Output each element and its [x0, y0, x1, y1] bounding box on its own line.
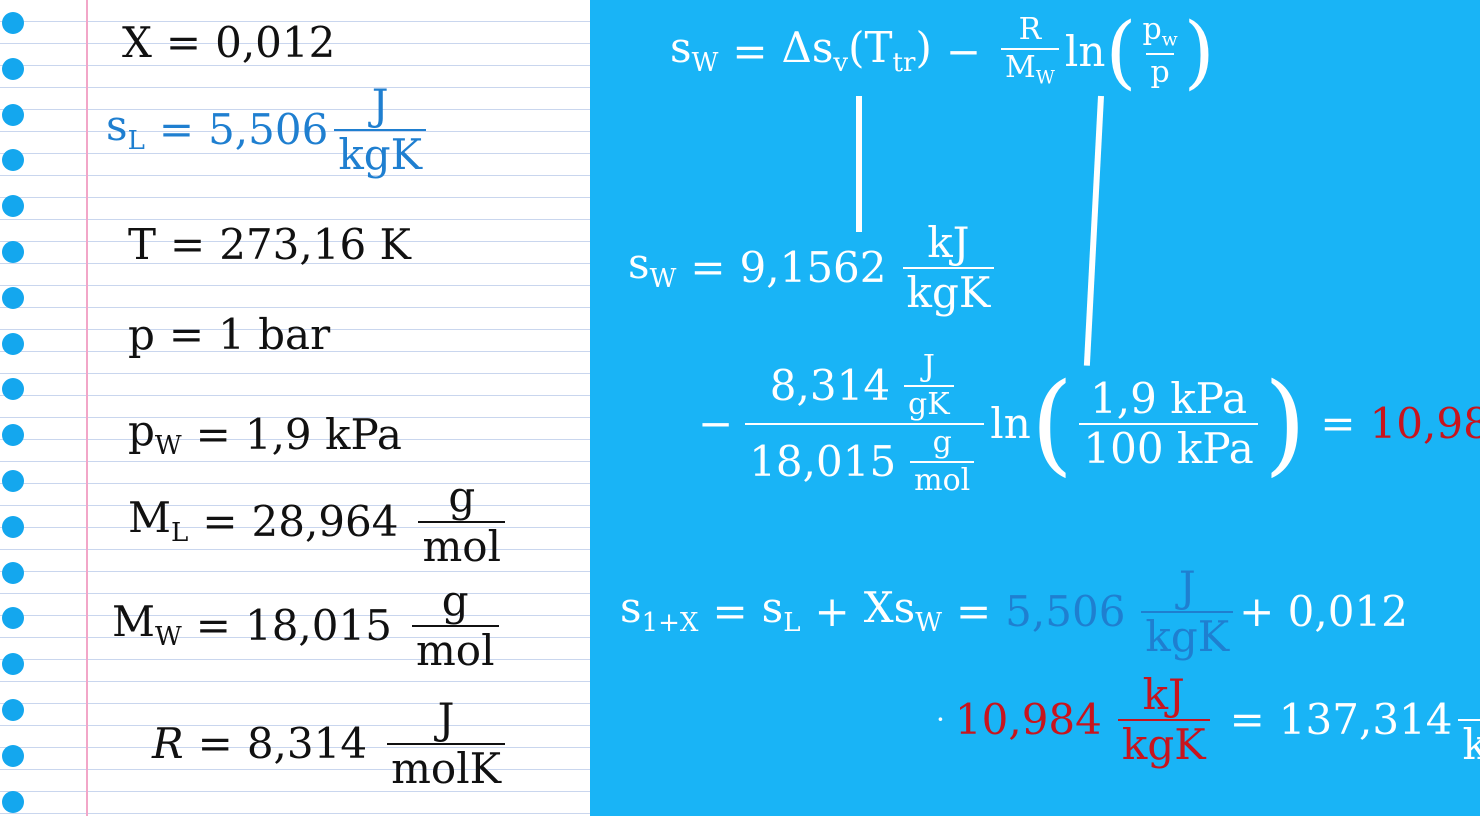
- binder-hole: [2, 57, 24, 80]
- sl-value: 5,506: [1005, 587, 1126, 636]
- result-value: 10,984: [1369, 399, 1480, 448]
- r-over-mw: R MW: [1001, 15, 1059, 88]
- given-ml: ML = 28,964 g mol: [128, 476, 511, 568]
- unit-fraction: g mol: [411, 580, 499, 672]
- step-lhs: sW: [628, 239, 677, 295]
- value: 28,964: [251, 497, 399, 546]
- equals-sign: =: [165, 18, 202, 67]
- ln-label: ln: [990, 399, 1031, 448]
- binder-hole: [2, 149, 24, 172]
- binder-hole: [2, 561, 24, 584]
- binder-hole: [2, 515, 24, 538]
- var-symbol: MW: [112, 597, 182, 653]
- equals-sign: =: [202, 497, 238, 546]
- binder-hole: [2, 424, 24, 447]
- given-pw: pW = 1,9 kPa: [128, 406, 402, 462]
- var-symbol: T: [128, 220, 157, 269]
- var-symbol: ML: [128, 493, 189, 549]
- given-x: X = 0,012: [122, 22, 335, 64]
- value: 8,314: [246, 719, 368, 768]
- binder-hole: [2, 699, 24, 721]
- sl-term: sL: [761, 583, 801, 639]
- unit-fraction: kJ kgK: [902, 222, 995, 314]
- value: 273,16 K: [219, 220, 411, 269]
- binder-hole: [2, 241, 24, 263]
- value: 18,015: [244, 601, 392, 650]
- equals-sign: =: [197, 719, 233, 768]
- equals-sign: =: [195, 409, 231, 459]
- binder-hole: [2, 12, 24, 34]
- formula-sw: sW = Δsv (Ttr) − R MW ln ( pw p ): [670, 5, 1215, 98]
- formula-lhs: sW: [670, 23, 719, 79]
- sw-unit: kJ kgK: [1117, 674, 1210, 766]
- value: 5,506: [208, 105, 329, 154]
- given-t: T = 273,16 K: [128, 224, 411, 266]
- pressure-ratio: pw p: [1142, 12, 1178, 91]
- var-symbol: p: [128, 310, 155, 359]
- equals-sign: =: [195, 601, 231, 650]
- sw-value: 10,984: [954, 695, 1102, 744]
- binder-hole: [2, 470, 24, 492]
- final-value: 137,314: [1278, 695, 1453, 744]
- binder-hole: [2, 332, 24, 355]
- binder-hole: [2, 653, 24, 676]
- step-lhs: s1+X: [620, 583, 699, 639]
- binder-hole: [2, 195, 24, 218]
- var-symbol: X: [122, 18, 152, 67]
- connector-line-1: [856, 96, 862, 232]
- unit-fraction: g mol: [418, 476, 506, 568]
- value: 0,012: [215, 18, 336, 67]
- value: 1,9 kPa: [244, 409, 402, 459]
- binder-hole: [2, 286, 24, 309]
- step-sw-value: sW = 9,1562 kJ kgK: [628, 222, 1000, 314]
- given-mw: MW = 18,015 g mol: [112, 580, 505, 672]
- var-symbol: pW: [128, 406, 182, 462]
- pressure-ratio-values: 1,9 kPa 100 kPa: [1079, 378, 1258, 470]
- delta-s: Δsv: [781, 23, 849, 79]
- var-symbol: sL: [106, 101, 145, 157]
- binder-hole: [2, 378, 24, 401]
- x-value: + 0,012: [1239, 587, 1408, 636]
- calculation-board: sW = Δsv (Ttr) − R MW ln ( pw p ) sW = 9,156…: [590, 0, 1480, 816]
- binder-hole: [2, 607, 24, 630]
- value: 9,1562: [739, 243, 887, 292]
- margin-line: [86, 0, 88, 816]
- binder-hole: [2, 103, 24, 126]
- binder-hole: [2, 744, 24, 767]
- var-symbol: R: [152, 719, 184, 768]
- equals-sign: =: [170, 220, 206, 269]
- equals-sign: =: [168, 310, 205, 359]
- ln-label: ln: [1064, 26, 1106, 76]
- value: 1 bar: [218, 310, 331, 359]
- binder-hole: [2, 790, 24, 813]
- given-p: p = 1 bar: [128, 314, 330, 356]
- equals-sign: =: [158, 105, 195, 154]
- connector-line-2: [1083, 95, 1104, 366]
- triple-point-temp: (Ttr): [848, 23, 932, 79]
- x-sw-term: XsW: [863, 583, 942, 639]
